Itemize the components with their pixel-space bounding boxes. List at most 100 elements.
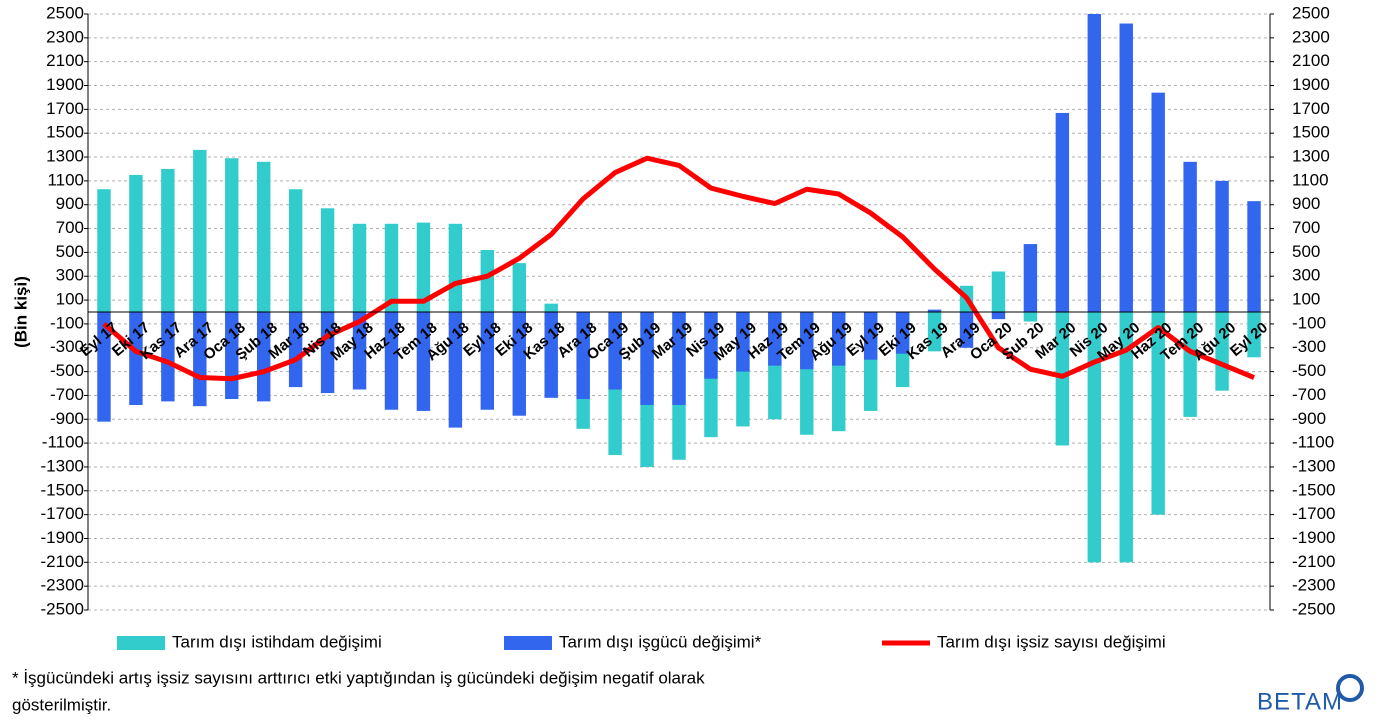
bar	[768, 312, 782, 366]
bar	[1023, 312, 1038, 322]
bar	[97, 189, 111, 312]
bar	[1087, 14, 1102, 312]
bar	[1023, 244, 1038, 312]
bar	[384, 223, 399, 312]
y-tick-label: -1500	[41, 480, 84, 499]
y2-tick-label: 900	[1292, 194, 1320, 213]
y-tick-label: -1300	[41, 456, 84, 475]
y2-tick-label: -1900	[1292, 528, 1335, 547]
y-axis-label: (Bin kişi)	[11, 276, 30, 348]
y-tick-label: -100	[50, 313, 84, 332]
y-tick-label: -1700	[41, 504, 84, 523]
bar	[288, 312, 303, 388]
bar	[1151, 312, 1165, 515]
bar	[895, 312, 910, 354]
y-tick-label: -300	[50, 337, 84, 356]
bar	[448, 223, 463, 312]
bar	[129, 174, 143, 312]
bar	[1183, 312, 1197, 417]
y2-tick-label: 1300	[1292, 147, 1330, 166]
bar	[927, 312, 942, 352]
y-tick-label: -2300	[41, 576, 84, 595]
legend-swatch	[117, 636, 165, 650]
y2-tick-label: -1300	[1292, 456, 1335, 475]
y-tick-label: 1900	[46, 75, 84, 94]
y-tick-label: 1500	[46, 123, 84, 142]
bar	[416, 312, 431, 411]
bar	[832, 312, 846, 366]
y-tick-label: 500	[56, 242, 84, 261]
bar	[384, 312, 399, 410]
bar	[576, 312, 590, 400]
bar	[608, 312, 622, 390]
footnote: * İşgücündeki artış işsiz sayısını arttı…	[12, 668, 705, 687]
logo-icon	[1336, 674, 1364, 702]
y2-tick-label: 1500	[1292, 123, 1330, 142]
bar	[480, 250, 495, 312]
y2-tick-label: -900	[1292, 409, 1326, 428]
bar	[193, 312, 207, 407]
bar	[352, 312, 367, 390]
bar	[991, 312, 1006, 320]
y2-tick-label: 500	[1292, 242, 1320, 261]
y2-tick-label: 2300	[1292, 27, 1330, 46]
bar	[480, 312, 495, 410]
bar	[161, 168, 175, 312]
y-tick-label: 700	[56, 218, 84, 237]
y-tick-label: 2100	[46, 51, 84, 70]
bar	[225, 158, 239, 312]
bar	[352, 223, 367, 312]
bar	[416, 222, 431, 312]
y-tick-label: 2300	[46, 27, 84, 46]
y-tick-label: -1100	[42, 433, 84, 452]
bar	[448, 312, 463, 428]
bar	[161, 312, 175, 402]
bar	[672, 312, 686, 405]
y2-tick-label: -300	[1292, 337, 1326, 356]
bar	[544, 312, 558, 398]
bar	[736, 312, 750, 372]
y-tick-label: -2100	[41, 552, 84, 571]
y2-tick-label: 2500	[1292, 3, 1330, 22]
y2-tick-label: 1100	[1292, 170, 1329, 189]
y-tick-label: 100	[56, 290, 84, 309]
y-tick-label: -500	[50, 361, 84, 380]
y-tick-label: -700	[50, 385, 84, 404]
bar	[1215, 312, 1229, 391]
line	[102, 155, 1255, 382]
y-tick-label: 1700	[46, 99, 84, 118]
footnote: gösterilmiştir.	[12, 695, 111, 714]
legend-label: Tarım dışı işsiz sayısı değişimi	[937, 632, 1166, 651]
y2-tick-label: -2300	[1292, 576, 1335, 595]
bar	[1247, 201, 1261, 312]
y2-tick-label: -1700	[1292, 504, 1335, 523]
bar	[1119, 23, 1133, 312]
y2-tick-label: -700	[1292, 385, 1326, 404]
y-tick-label: 1300	[46, 147, 84, 166]
bar	[512, 263, 526, 312]
bar	[927, 309, 942, 312]
bar	[863, 312, 878, 360]
bar	[129, 312, 143, 405]
y2-tick-label: 1700	[1292, 99, 1330, 118]
y2-tick-label: 100	[1292, 290, 1320, 309]
y-tick-label: -900	[50, 409, 84, 428]
bar	[1055, 112, 1070, 312]
bar	[544, 303, 558, 312]
y2-tick-label: -500	[1292, 361, 1326, 380]
bar	[800, 312, 814, 370]
y-tick-label: 2500	[46, 3, 84, 22]
bar	[1215, 180, 1229, 312]
y2-tick-label: 700	[1292, 218, 1320, 237]
bar	[193, 149, 207, 312]
legend-label: Tarım dışı istihdam değişimi	[172, 632, 382, 651]
y2-tick-label: -1500	[1292, 480, 1335, 499]
legend-swatch	[504, 636, 552, 650]
y2-tick-label: 300	[1292, 266, 1320, 285]
y2-tick-label: 2100	[1292, 51, 1330, 70]
logo: BETAM	[1257, 688, 1343, 715]
bar	[1183, 161, 1197, 312]
legend-label: Tarım dışı işgücü değişimi*	[559, 632, 762, 651]
bar	[1087, 312, 1102, 563]
